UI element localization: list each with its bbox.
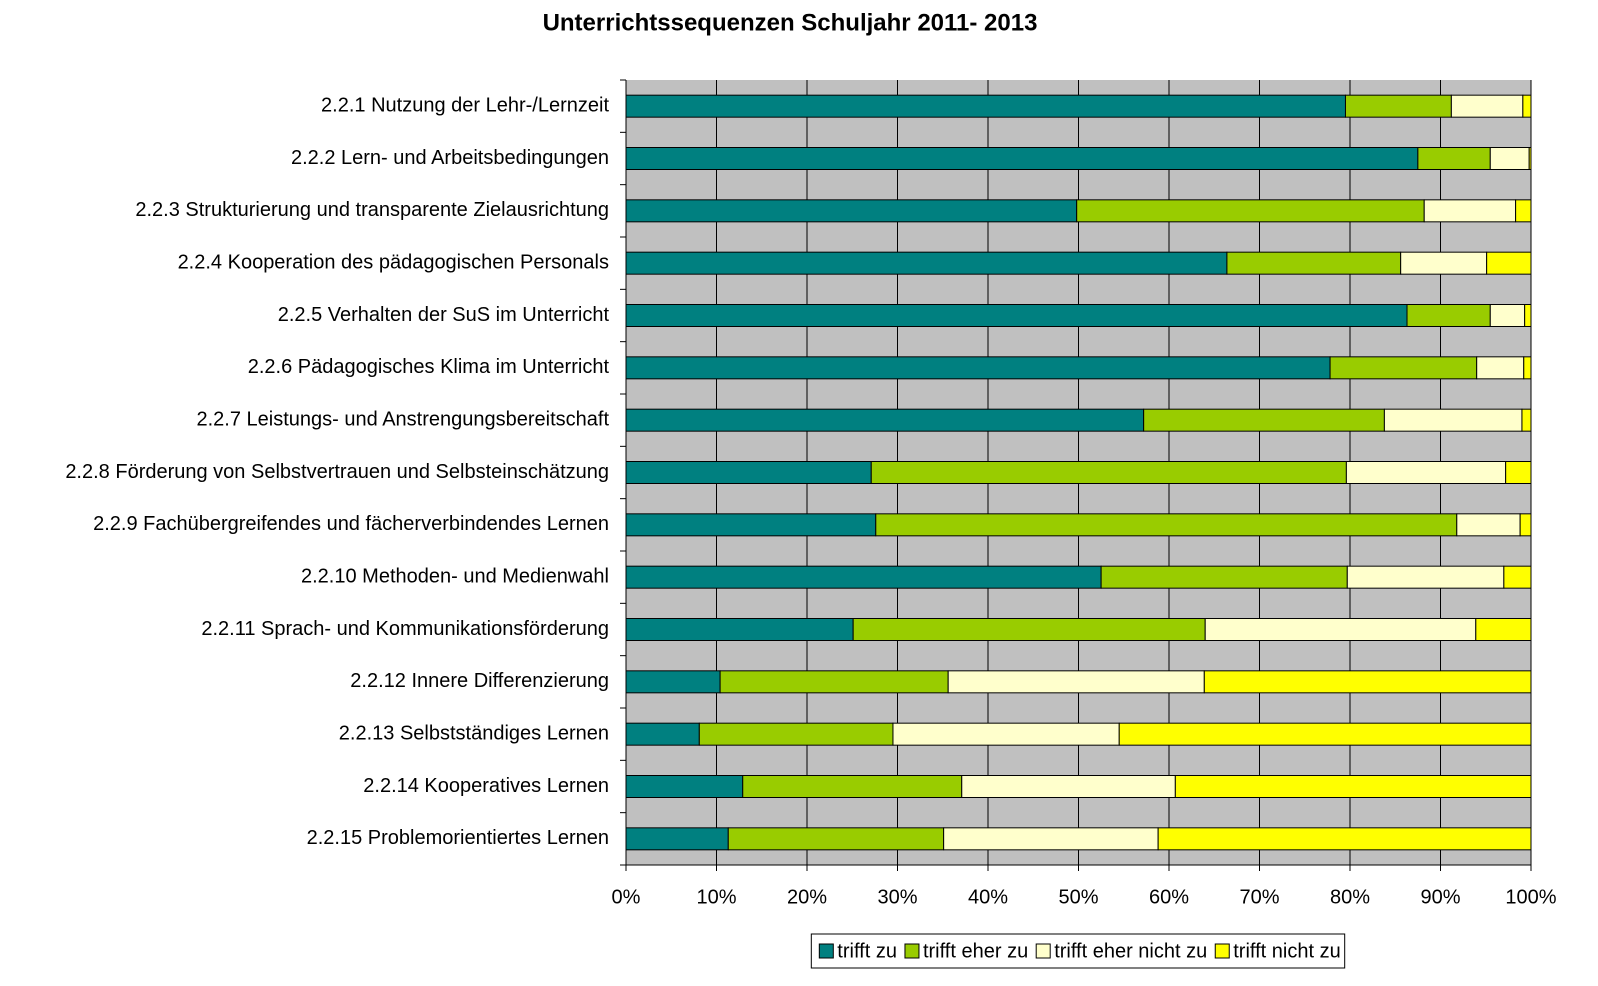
legend-swatch — [818, 943, 834, 959]
legend-label: trifft eher zu — [923, 940, 1028, 962]
legend-label: trifft eher nicht zu — [1054, 940, 1207, 962]
x-tick-label: 50% — [1058, 886, 1098, 908]
bar-segment — [1519, 513, 1532, 537]
y-tick-label: 2.2.9 Fachübergreifendes und fächerverbi… — [93, 513, 609, 535]
bar-segment — [625, 827, 729, 851]
bar-segment — [1157, 827, 1532, 851]
legend-box — [810, 933, 1346, 969]
x-tick-label: 80% — [1330, 886, 1370, 908]
bar-segment — [625, 147, 1419, 170]
bar-segment — [625, 94, 1346, 118]
bar-segment — [1204, 618, 1477, 641]
y-tick-label: 2.2.15 Problemorientiertes Lernen — [307, 827, 609, 849]
bar-segment — [1486, 251, 1532, 275]
bar-segment — [1505, 461, 1532, 484]
legend-label: trifft zu — [837, 940, 897, 962]
bar-segment — [892, 722, 1120, 746]
x-tick-label: 0% — [612, 886, 641, 908]
x-tick-label: 70% — [1239, 886, 1279, 908]
bar-segment — [1226, 251, 1402, 275]
bar-segment — [1346, 565, 1505, 589]
x-tick-label: 100% — [1505, 886, 1556, 908]
x-tick-label: 40% — [968, 886, 1008, 908]
y-tick-label: 2.2.12 Innere Differenzierung — [350, 670, 609, 692]
bar-segment — [1118, 722, 1532, 746]
bar-segment — [870, 461, 1347, 484]
bar-segment — [625, 775, 744, 798]
bar-segment — [1423, 199, 1517, 223]
y-tick-label: 2.2.7 Leistungs- und Anstrengungsbereits… — [197, 408, 610, 430]
y-tick-label: 2.2.3 Strukturierung und transparente Zi… — [135, 199, 609, 221]
bar-segment — [1100, 565, 1348, 589]
bar-segment — [625, 356, 1331, 380]
y-tick-label: 2.2.11 Sprach- und Kommunikationsförderu… — [201, 618, 609, 640]
x-tick-label: 30% — [877, 886, 917, 908]
bar-segment — [1417, 147, 1491, 170]
bar-segment — [1475, 618, 1532, 641]
y-tick-label: 2.2.5 Verhalten der SuS im Unterricht — [278, 304, 610, 326]
bar-segment — [1476, 356, 1525, 380]
y-tick-label: 2.2.8 Förderung von Selbstvertrauen und … — [65, 461, 609, 483]
bar-segment — [852, 618, 1206, 641]
y-tick-label: 2.2.4 Kooperation des pädagogischen Pers… — [178, 251, 609, 273]
chart-title: Unterrichtssequenzen Schuljahr 2011- 201… — [543, 9, 1038, 36]
bar-segment — [1203, 670, 1532, 694]
bar-segment — [742, 775, 963, 798]
bar-segment — [1406, 304, 1491, 327]
x-tick-label: 10% — [696, 886, 736, 908]
bar-segment — [1383, 408, 1523, 432]
bar-segment — [698, 722, 894, 746]
bar-segment — [1076, 199, 1425, 223]
bar-segment — [1528, 147, 1532, 170]
bar-segment — [625, 513, 877, 537]
bar-segment — [947, 670, 1205, 694]
bar-segment — [1523, 356, 1532, 380]
bar-segment — [625, 304, 1408, 327]
y-tick-label: 2.2.10 Methoden- und Medienwahl — [301, 565, 609, 587]
bar-segment — [625, 408, 1145, 432]
x-tick-label: 90% — [1420, 886, 1460, 908]
bar-segment — [1522, 94, 1532, 118]
legend-swatch — [904, 943, 920, 959]
bar-segment — [1489, 147, 1530, 170]
bar-segment — [1515, 199, 1532, 223]
bar-segment — [1143, 408, 1385, 432]
bar-segment — [1345, 461, 1507, 484]
bar-segment — [1503, 565, 1532, 589]
bar-segment — [1174, 775, 1532, 798]
legend-swatch — [1214, 943, 1230, 959]
bar-segment — [625, 670, 721, 694]
bar-segment — [1344, 94, 1452, 118]
bar-segment — [961, 775, 1176, 798]
bar-segment — [625, 251, 1228, 275]
bar-segment — [625, 722, 700, 746]
x-tick-label: 60% — [1149, 886, 1189, 908]
bar-segment — [727, 827, 945, 851]
x-tick-label: 20% — [787, 886, 827, 908]
bar-segment — [1400, 251, 1488, 275]
y-tick-label: 2.2.1 Nutzung der Lehr-/Lernzeit — [321, 94, 609, 116]
bar-segment — [1489, 304, 1526, 327]
bar-segment — [625, 461, 872, 484]
bar-segment — [1329, 356, 1478, 380]
bar-segment — [719, 670, 949, 694]
bar-segment — [1524, 304, 1532, 327]
y-tick-label: 2.2.13 Selbstständiges Lernen — [339, 722, 609, 744]
bar-segment — [625, 565, 1102, 589]
bar-segment — [1450, 94, 1524, 118]
bar-segment — [943, 827, 1159, 851]
bar-segment — [1521, 408, 1532, 432]
bar-segment — [625, 199, 1078, 223]
bar-segment — [875, 513, 1458, 537]
legend-label: trifft nicht zu — [1233, 940, 1340, 962]
legend: trifft zu trifft eher zu trifft eher nicht… — [810, 933, 1346, 969]
legend-swatch — [1035, 943, 1051, 959]
bar-segment — [1456, 513, 1521, 537]
y-tick-label: 2.2.2 Lern- und Arbeitsbedingungen — [291, 147, 609, 169]
y-tick-label: 2.2.14 Kooperatives Lernen — [363, 775, 609, 797]
bar-segment — [625, 618, 854, 641]
y-tick-label: 2.2.6 Pädagogisches Klima im Unterricht — [248, 356, 610, 378]
